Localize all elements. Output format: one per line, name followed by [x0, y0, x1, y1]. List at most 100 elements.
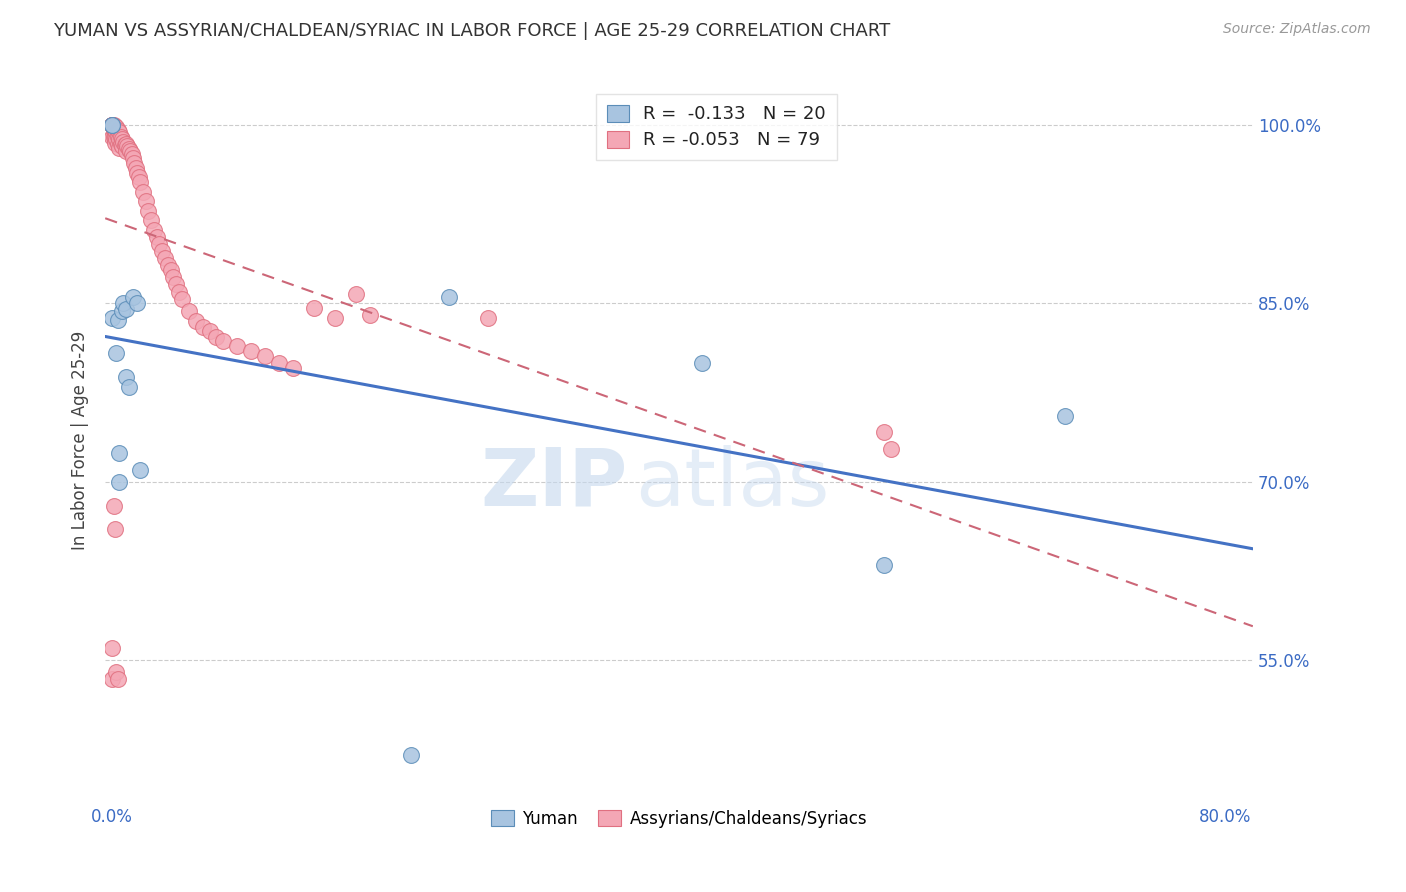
Point — [107, 129, 129, 144]
Point — [122, 290, 145, 304]
Point — [114, 138, 136, 153]
Point — [254, 349, 277, 363]
Point — [120, 144, 142, 158]
Text: atlas: atlas — [636, 445, 830, 523]
Point — [127, 165, 149, 179]
Point — [212, 334, 235, 349]
Point — [142, 222, 165, 236]
Point — [167, 285, 190, 299]
Point — [103, 120, 125, 135]
Point — [103, 124, 125, 138]
Point — [101, 118, 124, 132]
Point — [107, 122, 129, 136]
Point — [124, 156, 146, 170]
Point — [101, 310, 124, 325]
Point — [104, 129, 127, 144]
Text: ZIP: ZIP — [479, 445, 627, 523]
Point — [184, 314, 207, 328]
Point — [101, 118, 124, 132]
Point — [269, 356, 291, 370]
Point — [145, 229, 167, 244]
Point — [112, 296, 135, 310]
Point — [135, 194, 157, 208]
Point — [281, 360, 304, 375]
Point — [101, 118, 124, 132]
Point — [105, 665, 128, 680]
Point — [112, 135, 135, 149]
Point — [101, 129, 124, 144]
Point — [359, 308, 381, 322]
Point — [165, 277, 187, 292]
Point — [150, 244, 173, 258]
Point — [108, 125, 131, 139]
Point — [105, 346, 128, 360]
Point — [129, 175, 152, 189]
Point — [177, 303, 200, 318]
Point — [122, 151, 145, 165]
Legend: Yuman, Assyrians/Chaldeans/Syriacs: Yuman, Assyrians/Chaldeans/Syriacs — [484, 803, 875, 835]
Point — [101, 118, 124, 132]
Point — [104, 125, 127, 139]
Point — [132, 185, 155, 199]
Y-axis label: In Labor Force | Age 25-29: In Labor Force | Age 25-29 — [72, 331, 89, 549]
Point — [115, 144, 138, 158]
Point — [240, 343, 263, 358]
Point — [344, 286, 367, 301]
Point — [105, 120, 128, 135]
Point — [101, 641, 124, 656]
Point — [108, 140, 131, 154]
Point — [139, 213, 162, 227]
Point — [101, 673, 124, 687]
Point — [1054, 409, 1077, 424]
Point — [159, 263, 181, 277]
Point — [118, 379, 141, 393]
Point — [148, 236, 170, 251]
Point — [873, 558, 896, 573]
Point — [437, 290, 460, 304]
Point — [129, 463, 152, 477]
Text: Source: ZipAtlas.com: Source: ZipAtlas.com — [1223, 22, 1371, 37]
Point — [108, 475, 131, 489]
Point — [121, 146, 143, 161]
Point — [477, 310, 499, 325]
Point — [111, 132, 134, 146]
Point — [108, 446, 131, 460]
Point — [323, 310, 346, 325]
Point — [399, 748, 422, 763]
Point — [104, 522, 127, 536]
Point — [117, 139, 139, 153]
Point — [105, 132, 128, 146]
Point — [104, 120, 127, 135]
Point — [118, 142, 141, 156]
Point — [107, 313, 129, 327]
Point — [111, 303, 134, 318]
Point — [880, 442, 903, 456]
Point — [115, 136, 138, 151]
Point — [170, 292, 193, 306]
Point — [104, 136, 127, 150]
Point — [101, 118, 124, 132]
Point — [101, 118, 124, 132]
Point — [191, 320, 214, 334]
Point — [153, 251, 176, 265]
Point — [107, 673, 129, 687]
Point — [690, 356, 713, 370]
Point — [107, 136, 129, 151]
Point — [108, 132, 131, 146]
Point — [128, 170, 150, 185]
Point — [205, 329, 228, 343]
Text: YUMAN VS ASSYRIAN/CHALDEAN/SYRIAC IN LABOR FORCE | AGE 25-29 CORRELATION CHART: YUMAN VS ASSYRIAN/CHALDEAN/SYRIAC IN LAB… — [53, 22, 890, 40]
Point — [873, 425, 896, 439]
Point — [115, 302, 138, 317]
Point — [302, 301, 325, 315]
Point — [105, 126, 128, 140]
Point — [103, 129, 125, 144]
Point — [198, 324, 221, 338]
Point — [103, 118, 125, 132]
Point — [162, 270, 184, 285]
Point — [110, 136, 132, 151]
Point — [111, 139, 134, 153]
Point — [103, 499, 125, 513]
Point — [110, 129, 132, 144]
Point — [125, 161, 148, 175]
